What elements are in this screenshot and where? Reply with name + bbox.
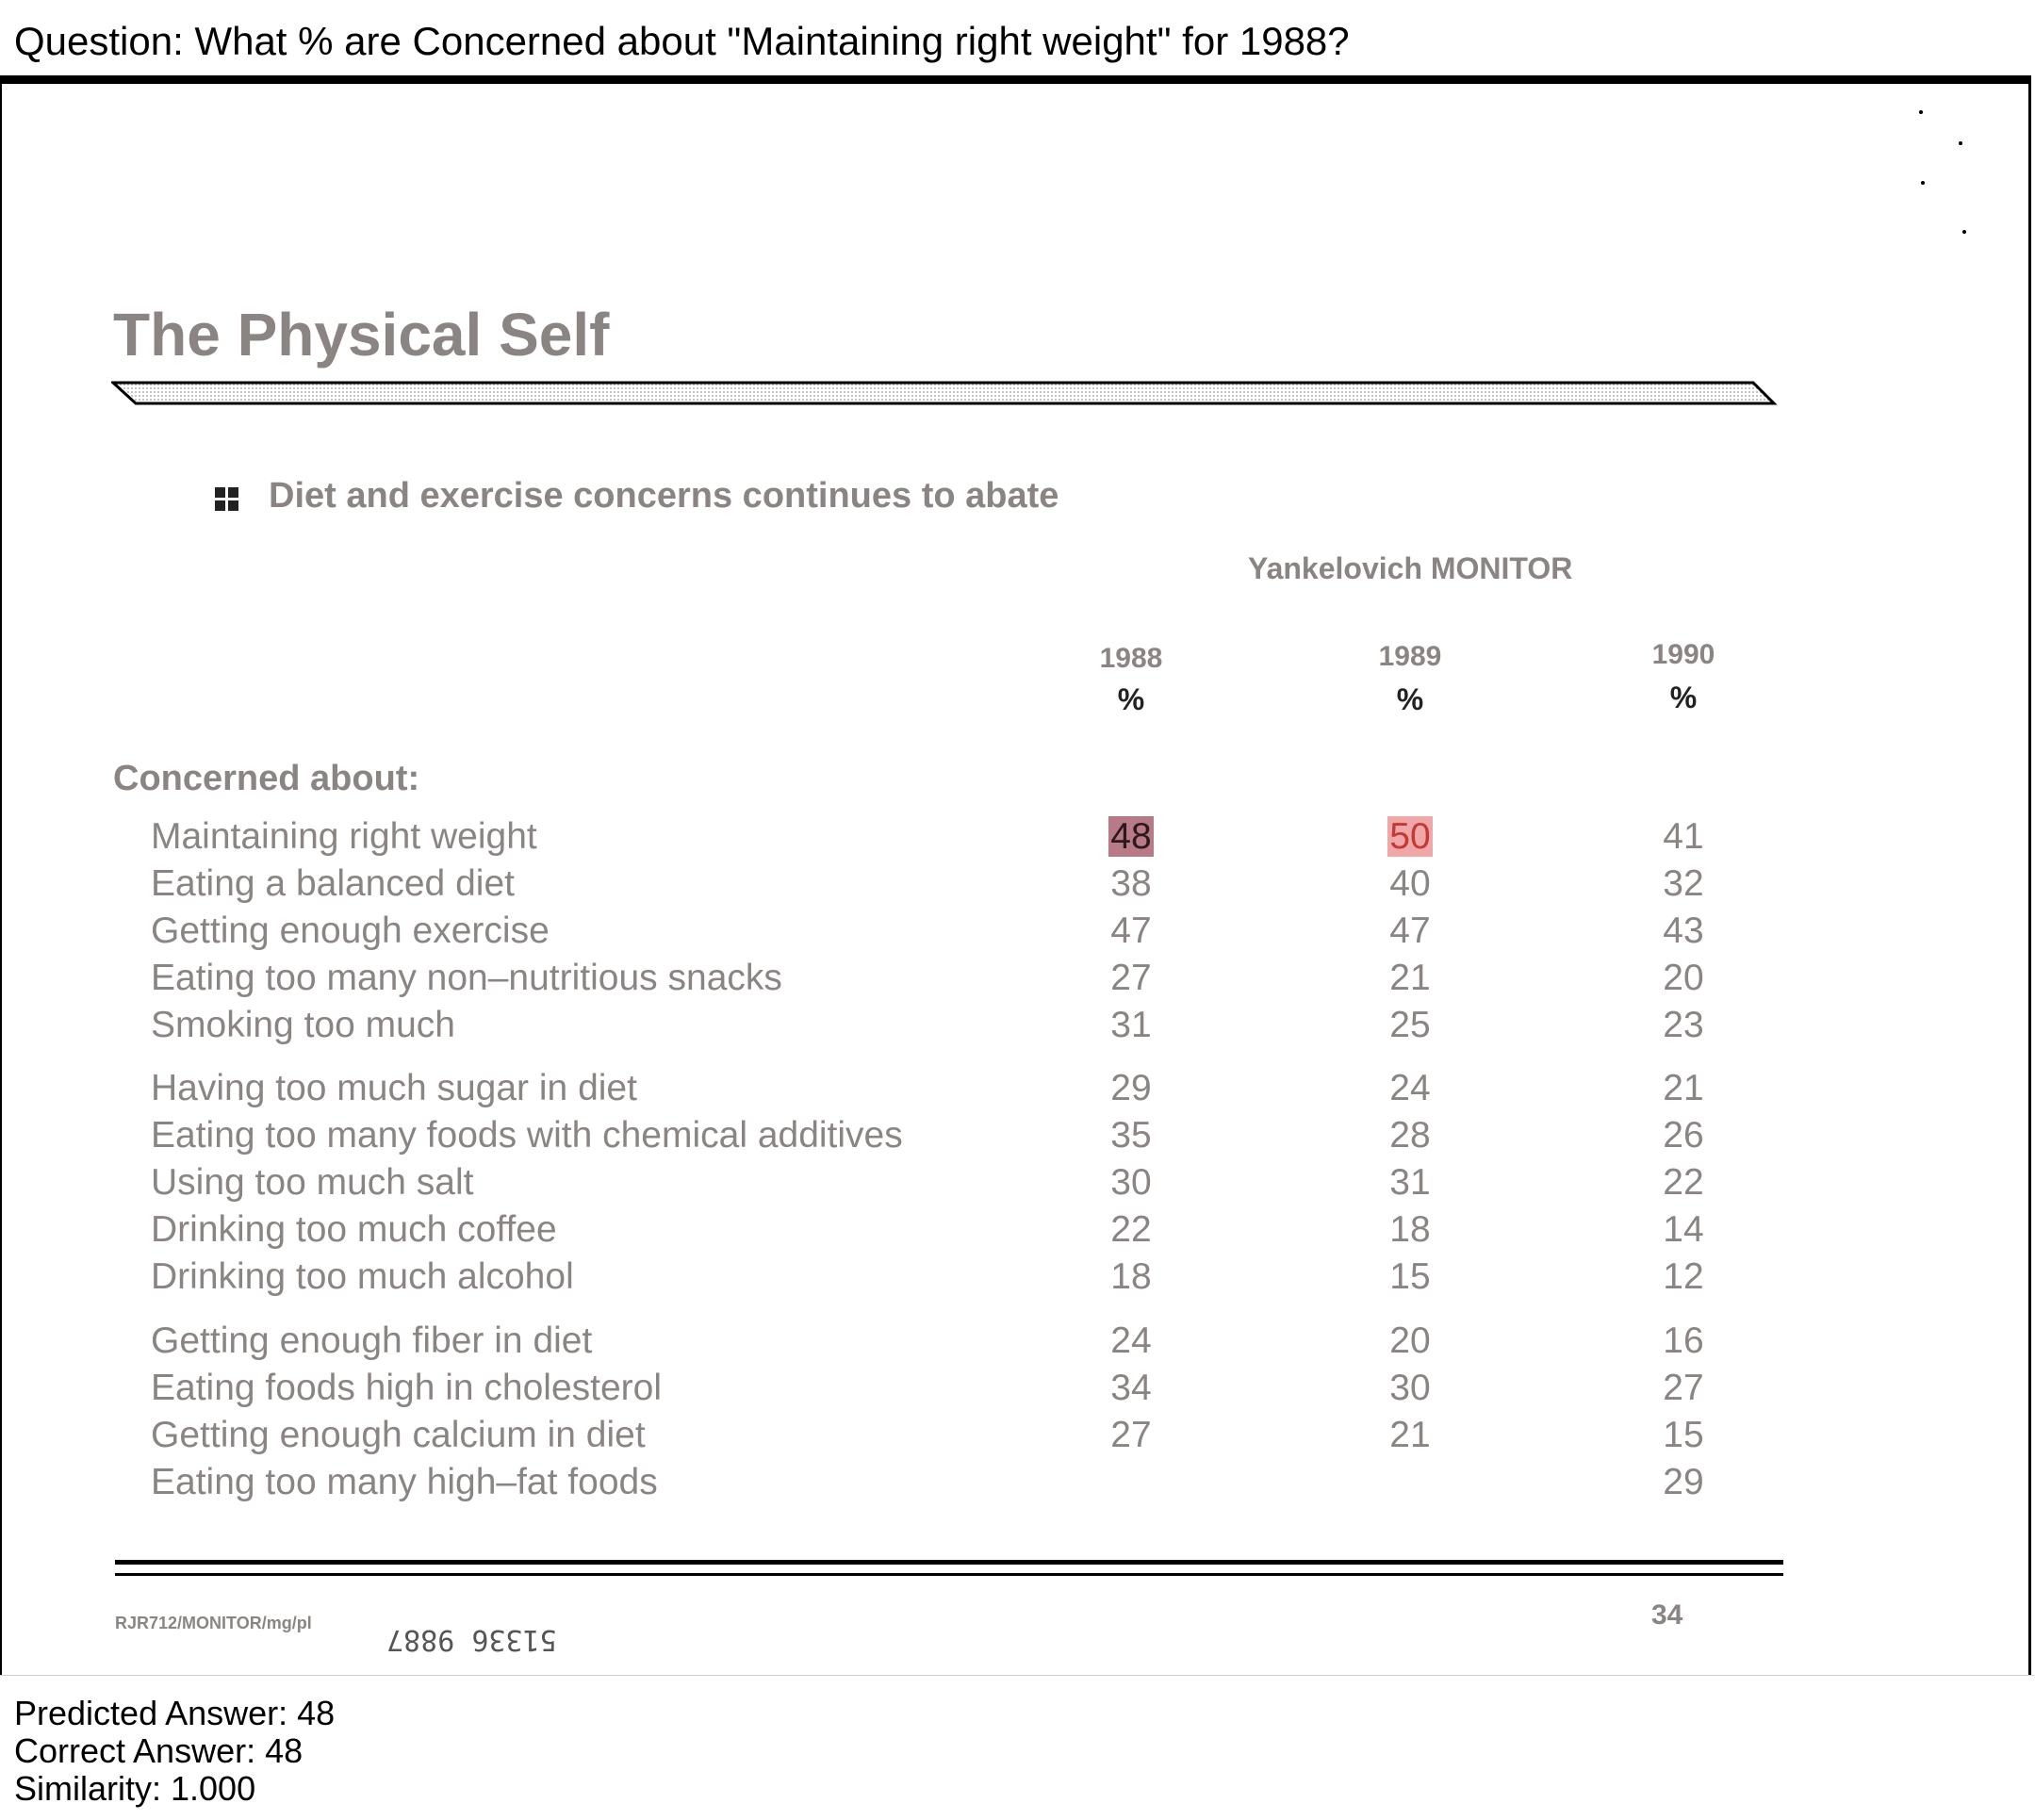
unit-header-1989: % [1396,682,1424,716]
row-value-1988: 22 [1110,1209,1152,1250]
row-value-1989: 18 [1389,1209,1431,1250]
row-value-1989: 28 [1389,1115,1431,1156]
bullet-icon [215,487,238,511]
table-row: Drinking too much alcohol 18 15 12 [0,1256,2035,1304]
row-value-1988: 24 [1110,1320,1152,1361]
row-value-1988: 27 [1110,958,1152,998]
row-value-1988: 29 [1110,1068,1152,1108]
row-label: Using too much salt [151,1162,474,1203]
row-value-1988: 34 [1110,1368,1152,1408]
row-value-1990: 32 [1663,863,1704,904]
row-label: Eating too many high–fat foods [151,1462,658,1502]
bottom-rule-thin [115,1573,1783,1576]
row-value-1988: 38 [1110,863,1152,904]
row-label: Getting enough calcium in diet [151,1415,646,1455]
row-value-1990: 20 [1663,958,1704,998]
page-number: 34 [1651,1599,1683,1631]
row-value-1990: 15 [1663,1415,1704,1455]
row-value-1989: 15 [1389,1256,1431,1297]
table-row: Getting enough calcium in diet 27 21 15 [0,1415,2035,1462]
row-value-1990: 22 [1663,1162,1704,1203]
row-value-1988: 47 [1110,910,1152,951]
table-row: Eating foods high in cholesterol 34 30 2… [0,1368,2035,1415]
row-label: Drinking too much alcohol [151,1256,574,1297]
highlighted-value: 50 [1387,816,1433,857]
row-label: Having too much sugar in diet [151,1068,637,1108]
row-value-1988: 48 [1075,816,1188,858]
table-row: Getting enough fiber in diet 24 20 16 [0,1320,2035,1368]
question-text: Question: What % are Concerned about "Ma… [14,19,1350,63]
table-row: Drinking too much coffee 22 18 14 [0,1209,2035,1256]
scan-speck [1962,230,1966,234]
row-label: Eating too many non–nutritious snacks [151,958,782,998]
predicted-answer: Predicted Answer: 48 [14,1694,336,1732]
row-value-1989: 21 [1389,958,1431,998]
row-value-1989: 20 [1389,1320,1431,1361]
bates-stamp: 51336 9887 [386,1623,557,1656]
table-row: Eating too many high–fat foods 29 [0,1462,2035,1509]
title-underline-bar [111,381,1778,405]
row-value-1989: 21 [1389,1415,1431,1455]
footer-separator [0,1675,2035,1676]
bottom-rule-thick [115,1560,1783,1565]
row-label: Eating a balanced diet [151,863,515,904]
unit-header-1988: % [1117,682,1145,716]
row-label: Eating foods high in cholesterol [151,1368,663,1408]
row-value-1989: 40 [1389,863,1431,904]
subtitle: Diet and exercise concerns continues to … [269,476,1059,516]
scan-speck [1919,110,1923,114]
row-value-1988: 35 [1110,1115,1152,1156]
row-label: Smoking too much [151,1005,455,1045]
row-value-1990: 43 [1663,910,1704,951]
table-row: Smoking too much 31 25 23 [0,1005,2035,1052]
source-label: Yankelovich MONITOR [1248,551,1573,585]
table-row: Getting enough exercise 47 47 43 [0,910,2035,958]
row-value-1990: 14 [1663,1209,1704,1250]
row-value-1989: 24 [1389,1068,1431,1108]
row-label: Drinking too much coffee [151,1209,557,1250]
table-row: Maintaining right weight 48 50 41 [0,816,2035,863]
row-label: Getting enough exercise [151,910,550,951]
row-value-1989: 47 [1389,910,1431,951]
row-value-1989: 25 [1389,1005,1431,1045]
row-value-1988: 18 [1110,1256,1152,1297]
document-frame [0,75,2031,1675]
row-value-1989: 31 [1389,1162,1431,1203]
row-value-1988: 27 [1110,1415,1152,1455]
row-label: Eating too many foods with chemical addi… [151,1115,903,1156]
year-header-1988: 1988 [1099,643,1163,674]
page-title: The Physical Self [113,301,610,369]
unit-header-1990: % [1669,680,1698,714]
year-header-1990: 1990 [1651,639,1715,670]
row-value-1990: 21 [1663,1068,1704,1108]
row-label: Maintaining right weight [151,816,537,857]
table-row: Eating too many foods with chemical addi… [0,1115,2035,1162]
row-label: Getting enough fiber in diet [151,1320,593,1361]
row-value-1990: 26 [1663,1115,1704,1156]
scan-speck [1959,141,1962,145]
row-value-1988: 31 [1110,1005,1152,1045]
row-value-1990: 16 [1663,1320,1704,1361]
row-value-1988: 30 [1110,1162,1152,1203]
row-value-1989: 50 [1354,816,1467,858]
section-label: Concerned about: [113,759,420,798]
table-row: Having too much sugar in diet 29 24 21 [0,1068,2035,1115]
similarity-score: Similarity: 1.000 [14,1769,256,1808]
table-row: Eating a balanced diet 38 40 32 [0,863,2035,910]
row-value-1990: 27 [1663,1368,1704,1408]
row-value-1990: 12 [1663,1256,1704,1297]
row-value-1989: 30 [1389,1368,1431,1408]
scan-speck [1921,181,1925,185]
year-header-1989: 1989 [1378,641,1442,672]
document-id: RJR712/MONITOR/mg/pl [115,1614,312,1632]
highlighted-value: 48 [1108,816,1154,857]
row-value-1990: 23 [1663,1005,1704,1045]
correct-answer: Correct Answer: 48 [14,1731,304,1770]
row-value-1990: 29 [1663,1462,1704,1502]
table-row: Using too much salt 30 31 22 [0,1162,2035,1209]
row-value-1990: 41 [1663,816,1704,857]
table-row: Eating too many non–nutritious snacks 27… [0,958,2035,1005]
